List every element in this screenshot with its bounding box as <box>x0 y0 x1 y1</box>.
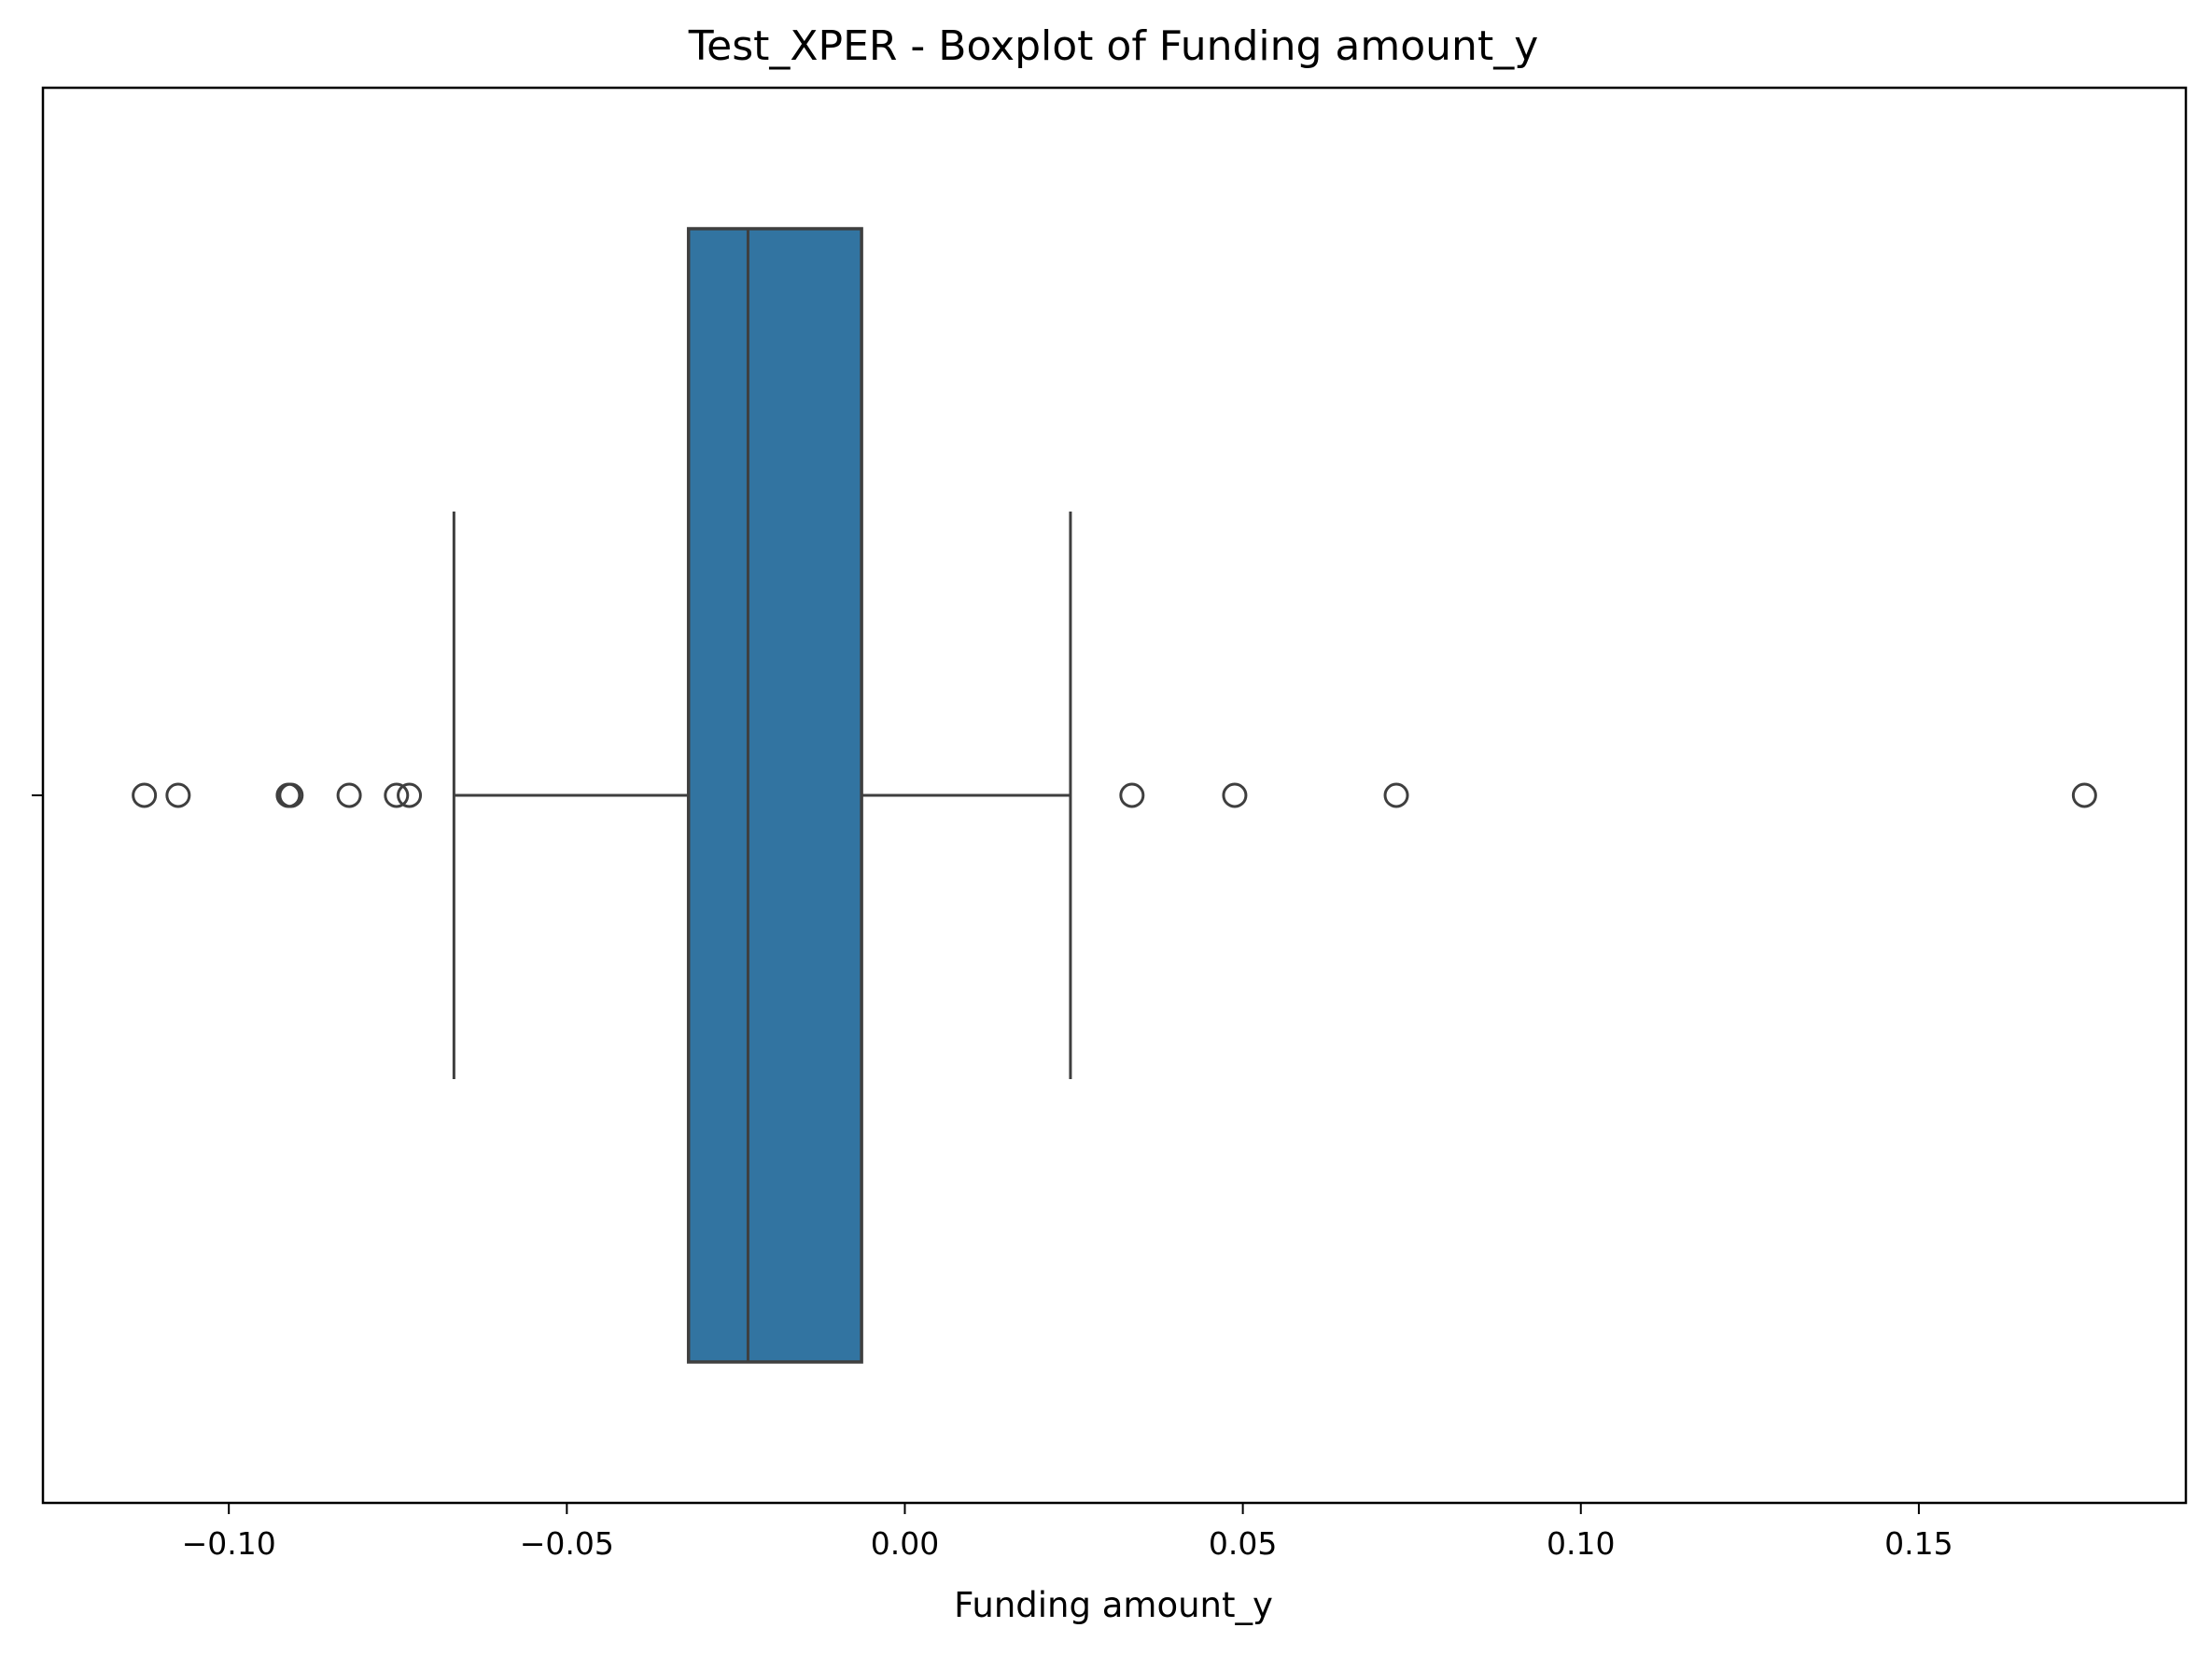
outlier-point <box>132 782 158 808</box>
outlier-point <box>397 782 423 808</box>
plot-area <box>41 86 2188 1505</box>
x-axis: −0.10 −0.05 0.00 0.05 0.10 0.15 <box>32 794 1953 1562</box>
chart-title: Test_XPER - Boxplot of Funding amount_y <box>688 22 1539 70</box>
outlier-point <box>278 782 304 808</box>
outlier-point <box>1383 782 1409 808</box>
x-tick-label: −0.05 <box>520 1525 614 1562</box>
x-tick-label: 0.10 <box>1547 1525 1615 1562</box>
x-tick-label: 0.15 <box>1884 1525 1953 1562</box>
outlier-point <box>165 782 191 808</box>
plot-frame <box>41 86 2188 1505</box>
outlier-point <box>336 782 362 808</box>
x-tick-label: 0.00 <box>871 1525 939 1562</box>
outlier-point <box>1119 782 1145 808</box>
x-axis-label: Funding amount_y <box>954 1585 1273 1625</box>
outlier-point <box>2071 782 2097 808</box>
iqr-box <box>686 227 863 1364</box>
outlier-point <box>1222 782 1248 808</box>
outlier-point <box>384 782 410 808</box>
x-tick-label: −0.10 <box>182 1525 276 1562</box>
x-tick-label: 0.05 <box>1209 1525 1277 1562</box>
